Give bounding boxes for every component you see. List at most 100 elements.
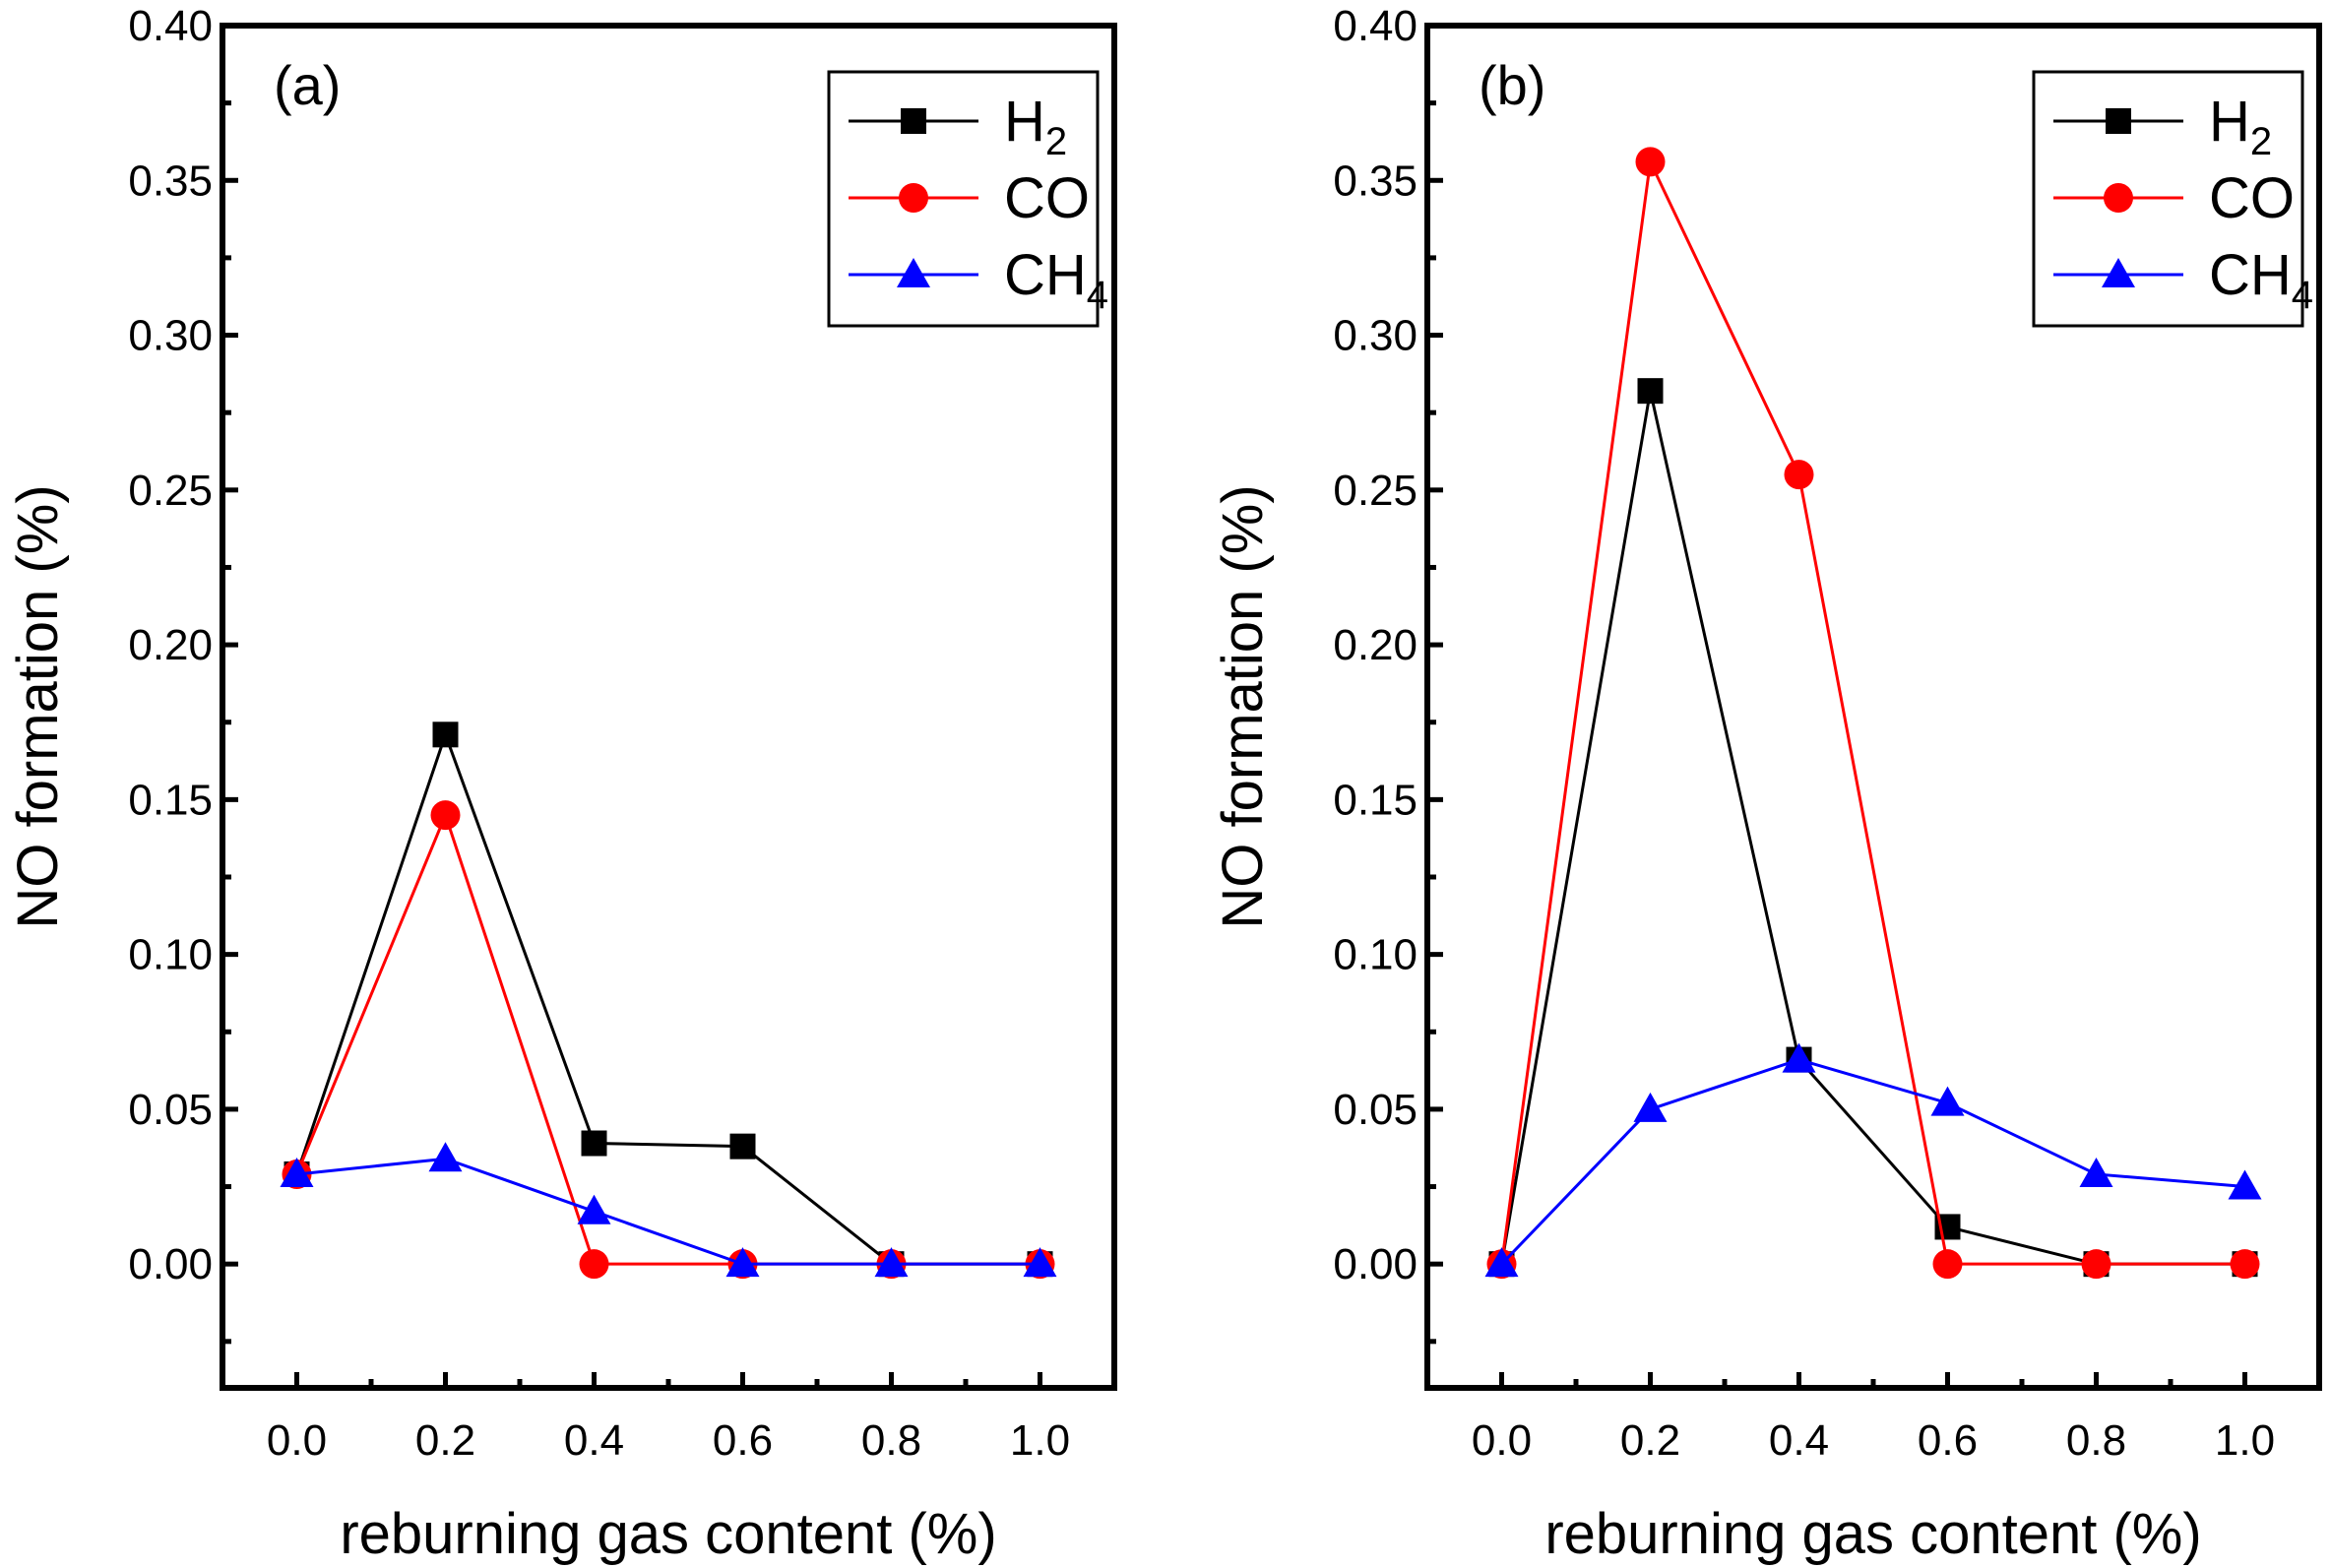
legend-label: H2: [1004, 90, 1067, 163]
data-point: [428, 1142, 463, 1172]
data-point: [579, 1249, 609, 1280]
legend-marker: [2104, 183, 2133, 213]
y-tick-label: 0.25: [128, 467, 213, 515]
legend-label-main: H: [2209, 90, 2250, 154]
legend-label: CH4: [2209, 243, 2313, 317]
legend-item-co: CO: [2053, 166, 2295, 230]
legend-label: CH4: [1004, 243, 1108, 317]
legend-label-main: CO: [2209, 166, 2295, 230]
data-point: [432, 721, 459, 748]
x-tick-label: 0.2: [1620, 1416, 1680, 1465]
data-point: [2079, 1157, 2113, 1187]
series-ch4: [1484, 1042, 2262, 1278]
legend-label-subscript: 4: [1087, 274, 1108, 317]
legend-label-subscript: 4: [2292, 274, 2313, 317]
data-point: [577, 1194, 611, 1224]
y-tick-label: 0.35: [128, 157, 213, 205]
legend-label: H2: [2209, 90, 2272, 163]
y-tick-label: 0.20: [1333, 621, 1418, 669]
data-point: [1784, 460, 1814, 490]
x-tick-label: 0.0: [1472, 1416, 1532, 1465]
x-tick-label: 0.4: [564, 1416, 624, 1465]
x-axis-title: reburning gas content (%): [1544, 1502, 2201, 1566]
data-point: [2230, 1249, 2260, 1280]
series-h2: [284, 721, 1053, 1278]
y-tick-label: 0.20: [128, 621, 213, 669]
data-point: [1782, 1042, 1816, 1073]
y-tick-label: 0.25: [1333, 467, 1418, 515]
legend-marker: [2106, 108, 2131, 134]
series-line: [295, 729, 1040, 1266]
data-point: [581, 1130, 607, 1157]
legend-label-main: CH: [1004, 243, 1087, 307]
y-tick-label: 0.10: [1333, 931, 1418, 979]
series-line: [296, 1157, 1040, 1266]
y-tick-label: 0.05: [1333, 1086, 1418, 1134]
y-tick-label: 0.30: [128, 312, 213, 360]
y-tick-label: 0.15: [1333, 776, 1418, 824]
legend-marker: [2102, 258, 2135, 287]
x-tick-label: 0.8: [861, 1416, 921, 1465]
legend-label-main: CO: [1004, 166, 1090, 230]
x-tick-label: 0.6: [713, 1416, 773, 1465]
data-point: [1023, 1247, 1057, 1278]
legend-label: CO: [2209, 166, 2295, 230]
series-line: [295, 810, 1040, 1266]
x-tick-label: 0.8: [2066, 1416, 2126, 1465]
y-tick-label: 0.30: [1333, 312, 1418, 360]
y-tick-label: 0.00: [128, 1240, 213, 1288]
panel-label: (b): [1479, 54, 1545, 116]
y-axis-title: NO formation (%): [6, 484, 70, 928]
plot-frame: [220, 23, 1117, 1391]
data-point: [1932, 1249, 1963, 1280]
plot-frame: [1424, 23, 2322, 1391]
legend-item-h2: H2: [849, 90, 1067, 163]
data-point: [1484, 1247, 1519, 1278]
data-point: [874, 1247, 909, 1278]
data-point: [430, 800, 461, 831]
data-point: [725, 1247, 760, 1278]
data-point: [1637, 378, 1664, 405]
chart-panel-a: 0.00 0.05 0.10 0.15 0.20 0.25 0.30 0.35 0.40 0.0 0…: [6, 2, 1117, 1566]
y-tick-label: 0.10: [128, 931, 213, 979]
x-tick-label: 1.0: [2215, 1416, 2275, 1465]
legend-item-ch4: CH4: [849, 243, 1108, 317]
chart-panel-b: 0.00 0.05 0.10 0.15 0.20 0.25 0.30 0.35 0.40 0.0 0…: [1211, 2, 2322, 1566]
legend-item-h2: H2: [2053, 90, 2272, 163]
y-tick-label: 0.35: [1333, 157, 1418, 205]
data-point: [2228, 1169, 2262, 1200]
y-tick-label: 0.15: [128, 776, 213, 824]
panel-label: (a): [274, 54, 341, 116]
y-tick-label: 0.40: [1333, 2, 1418, 50]
data-point: [1930, 1086, 1965, 1116]
y-tick-label: 0.40: [128, 2, 213, 50]
legend-item-co: CO: [849, 166, 1090, 230]
data-point: [1633, 1092, 1668, 1122]
series-line: [1500, 390, 2245, 1266]
data-point: [1635, 147, 1666, 177]
x-tick-label: 0.4: [1769, 1416, 1829, 1465]
legend-label-subscript: 2: [1045, 120, 1067, 163]
legend-label: CO: [1004, 166, 1090, 230]
x-tick-label: 0.0: [267, 1416, 327, 1465]
data-point: [280, 1157, 314, 1187]
y-tick-label: 0.05: [128, 1086, 213, 1134]
series-ch4: [280, 1142, 1057, 1278]
legend-marker: [897, 258, 930, 287]
x-tick-label: 0.2: [415, 1416, 475, 1465]
series-line: [1500, 157, 2245, 1266]
legend-label-subscript: 2: [2250, 120, 2272, 163]
x-axis-title: reburning gas content (%): [340, 1502, 996, 1566]
legend-item-ch4: CH4: [2053, 243, 2313, 317]
data-point: [2081, 1249, 2111, 1280]
legend-label-main: H: [1004, 90, 1045, 154]
y-tick-label: 0.00: [1333, 1240, 1418, 1288]
x-tick-label: 1.0: [1010, 1416, 1070, 1465]
series-line: [1500, 1058, 2245, 1266]
x-tick-label: 0.6: [1918, 1416, 1978, 1465]
legend-marker: [899, 183, 928, 213]
data-point: [729, 1133, 756, 1160]
